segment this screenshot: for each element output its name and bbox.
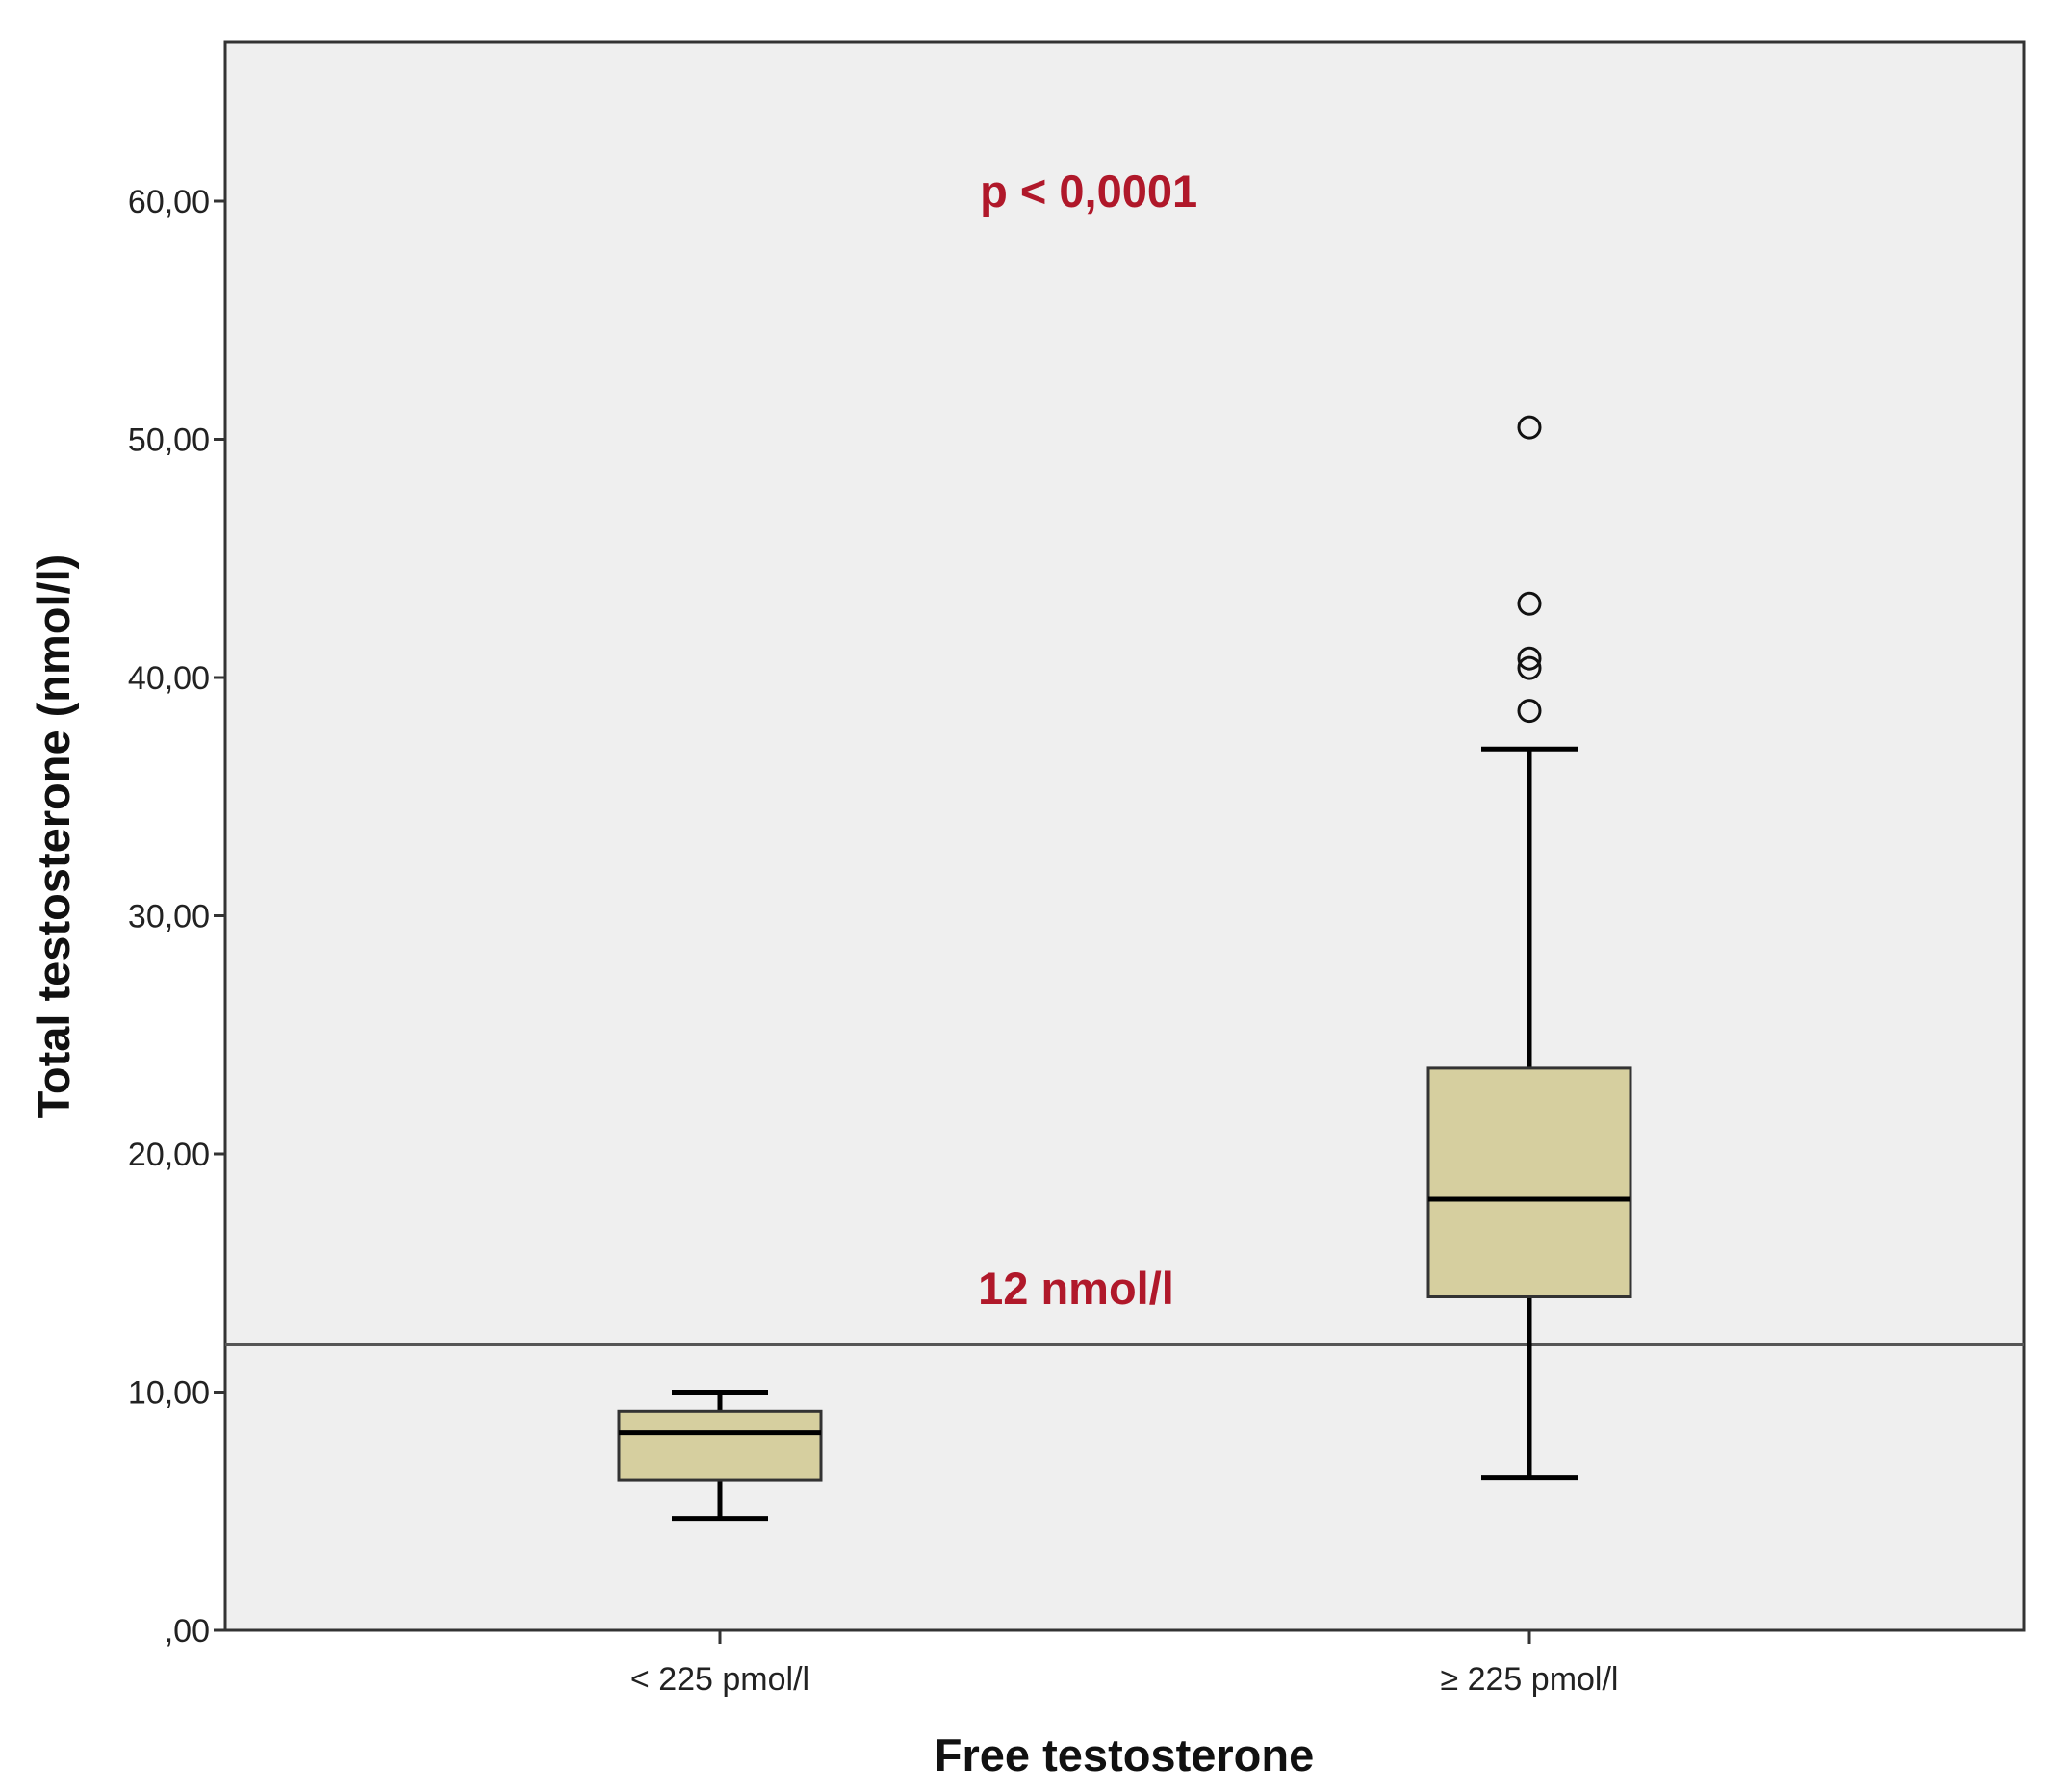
y-axis-title: Total testosterone (nmol/l) xyxy=(28,554,79,1119)
reference-line-label: 12 nmol/l xyxy=(978,1263,1174,1314)
y-tick-label: 20,00 xyxy=(128,1137,210,1173)
outlier-point xyxy=(1517,646,1542,671)
outlier-point xyxy=(1517,655,1542,680)
y-tick-label: 30,00 xyxy=(128,899,210,935)
x-axis: < 225 pmol/l ≥ 225 pmol/l xyxy=(630,1630,1619,1698)
boxplots xyxy=(617,415,1632,1522)
x-tick-label: < 225 pmol/l xyxy=(630,1661,809,1698)
outlier-point xyxy=(1517,415,1542,440)
p-value-annotation: p < 0,0001 xyxy=(980,166,1197,217)
box xyxy=(617,1409,823,1482)
y-tick-label: 40,00 xyxy=(128,660,210,697)
y-tick-label: 60,00 xyxy=(128,184,210,220)
x-tick-label: ≥ 225 pmol/l xyxy=(1441,1661,1619,1698)
reference-line-group: 12 nmol/l xyxy=(225,1263,2024,1346)
outlier-point xyxy=(1517,591,1542,616)
y-axis: ,00 10,00 20,00 30,00 40,00 50,00 60,00 xyxy=(128,184,225,1650)
outlier-point xyxy=(1517,699,1542,724)
annotations: p < 0,0001 xyxy=(980,166,1197,217)
y-tick-label: ,00 xyxy=(165,1613,210,1650)
box xyxy=(1426,1066,1632,1299)
y-tick-label: 10,00 xyxy=(128,1375,210,1412)
y-tick-label: 50,00 xyxy=(128,422,210,459)
x-axis-title: Free testosterone xyxy=(935,1729,1314,1780)
plot-area xyxy=(223,40,2026,1632)
